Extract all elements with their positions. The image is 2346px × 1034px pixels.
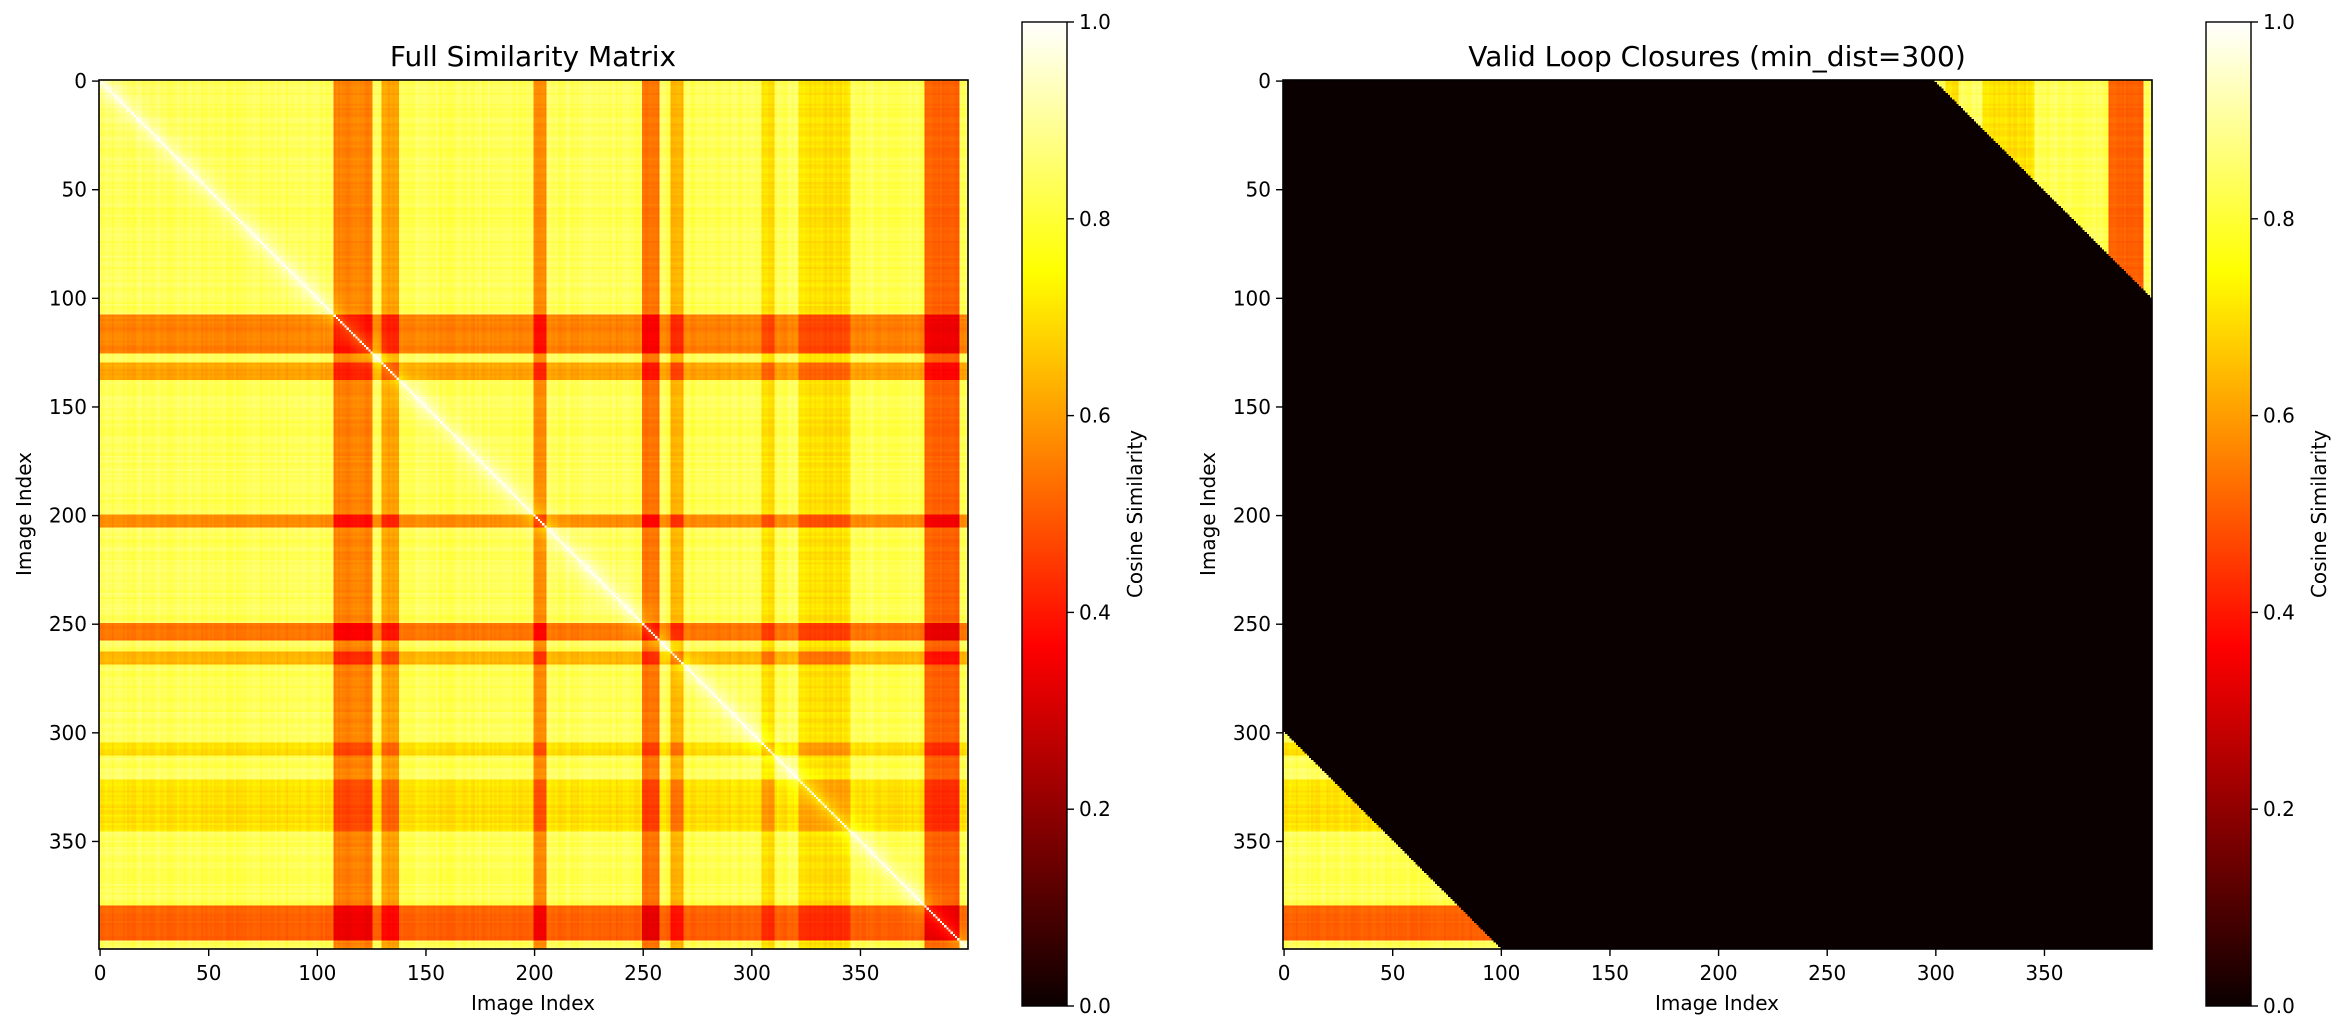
y-tick-label: 350: [1233, 829, 1271, 853]
heatmap-image-1: [99, 80, 968, 949]
colorbar-1: 0.0 0.2 0.4 0.6 0.8 1.0 Cosine Similarity: [1021, 10, 1147, 1018]
y-tick-label: 200: [1233, 504, 1271, 528]
heatmap-2: [1282, 79, 2153, 950]
y-tick-label: 150: [49, 395, 87, 419]
chart-title-2: Valid Loop Closures (min_dist=300): [1468, 40, 1966, 73]
colorbar-tick-label: 0.0: [2263, 994, 2295, 1018]
x-tick-label: 50: [196, 961, 221, 985]
plot-frame-2: [1282, 79, 2153, 950]
x-tick-label: 250: [1808, 961, 1846, 985]
y-tick-label: 300: [49, 721, 87, 745]
colorbar-tick-label: 0.2: [1079, 797, 1111, 821]
colorbar-tick-label: 1.0: [1079, 10, 1111, 34]
x-tick-label: 200: [515, 961, 553, 985]
y-tick-label: 300: [1233, 721, 1271, 745]
y-tick-label: 200: [49, 504, 87, 528]
colorbar-tick-label: 1.0: [2263, 10, 2295, 34]
y-axis-label-2: Image Index: [1196, 452, 1220, 576]
y-tick-label: 50: [1246, 178, 1271, 202]
x-tick-label: 300: [1917, 961, 1955, 985]
colorbar-tick-label: 0.0: [1079, 994, 1111, 1018]
y-tick-label: 100: [49, 286, 87, 310]
colorbar-label-1: Cosine Similarity: [1123, 430, 1147, 598]
colorbar-tick-label: 0.8: [1079, 207, 1111, 231]
x-tick-label: 150: [407, 961, 445, 985]
colorbar-gradient-2: [2205, 21, 2252, 1007]
x-tick-label: 350: [2025, 961, 2063, 985]
x-tick-label: 250: [624, 961, 662, 985]
colorbar-tick-label: 0.6: [1079, 404, 1111, 428]
colorbar-tick-label: 0.6: [2263, 404, 2295, 428]
colorbar-ticks-2: 0.0 0.2 0.4 0.6 0.8 1.0: [2251, 10, 2295, 1018]
x-ticks-1: 0 50 100 150 200 250 300 350: [94, 949, 880, 985]
x-axis-label-1: Image Index: [471, 991, 595, 1015]
panel-valid-loop-closures: Valid Loop Closures (min_dist=300) 0 50 10…: [1196, 10, 2331, 1018]
x-tick-label: 150: [1591, 961, 1629, 985]
y-ticks-1: 0 50 100 150 200 250 300 350: [49, 69, 99, 853]
x-tick-label: 0: [94, 961, 107, 985]
x-axis-label-2: Image Index: [1655, 991, 1779, 1015]
y-tick-label: 150: [1233, 395, 1271, 419]
colorbar-2: 0.0 0.2 0.4 0.6 0.8 1.0 Cosine Similarity: [2205, 10, 2331, 1018]
plot-frame-1: [98, 79, 969, 950]
y-tick-label: 0: [1258, 69, 1271, 93]
heatmap-image-2: [1283, 80, 2152, 949]
chart-title-1: Full Similarity Matrix: [390, 40, 676, 73]
y-tick-label: 50: [62, 178, 87, 202]
y-axis-label-1: Image Index: [12, 452, 36, 576]
colorbar-tick-label: 0.8: [2263, 207, 2295, 231]
colorbar-tick-label: 0.2: [2263, 797, 2295, 821]
x-tick-label: 350: [841, 961, 879, 985]
y-tick-label: 0: [74, 69, 87, 93]
colorbar-ticks-1: 0.0 0.2 0.4 0.6 0.8 1.0: [1067, 10, 1111, 1018]
x-tick-label: 200: [1699, 961, 1737, 985]
colorbar-label-2: Cosine Similarity: [2307, 430, 2331, 598]
y-tick-label: 350: [49, 829, 87, 853]
heatmap-1: [98, 79, 969, 950]
y-tick-label: 250: [1233, 612, 1271, 636]
x-tick-label: 50: [1380, 961, 1405, 985]
x-tick-label: 300: [733, 961, 771, 985]
x-tick-label: 0: [1278, 961, 1291, 985]
panel-full-similarity: Full Similarity Matrix 0 50 100 150 200 250 30…: [12, 10, 1147, 1018]
x-ticks-2: 0 50 100 150 200 250 300 350: [1278, 949, 2064, 985]
colorbar-tick-label: 0.4: [1079, 600, 1111, 624]
y-tick-label: 100: [1233, 286, 1271, 310]
y-ticks-2: 0 50 100 150 200 250 300 350: [1233, 69, 1283, 853]
colorbar-gradient-1: [1021, 21, 1068, 1007]
x-tick-label: 100: [1482, 961, 1520, 985]
x-tick-label: 100: [298, 961, 336, 985]
colorbar-tick-label: 0.4: [2263, 600, 2295, 624]
y-tick-label: 250: [49, 612, 87, 636]
